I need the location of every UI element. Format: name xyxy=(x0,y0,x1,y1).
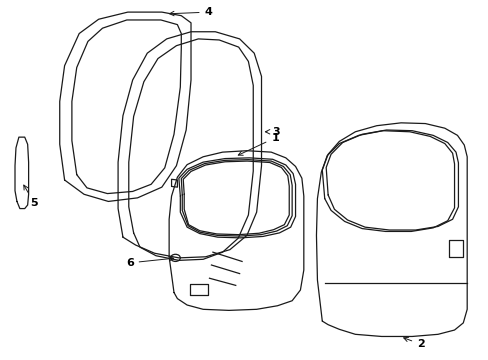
Text: 5: 5 xyxy=(24,185,38,208)
Text: 3: 3 xyxy=(265,127,280,137)
Text: 6: 6 xyxy=(125,257,173,268)
Text: 1: 1 xyxy=(238,133,279,155)
Text: 2: 2 xyxy=(403,337,424,349)
Text: 4: 4 xyxy=(169,7,212,17)
